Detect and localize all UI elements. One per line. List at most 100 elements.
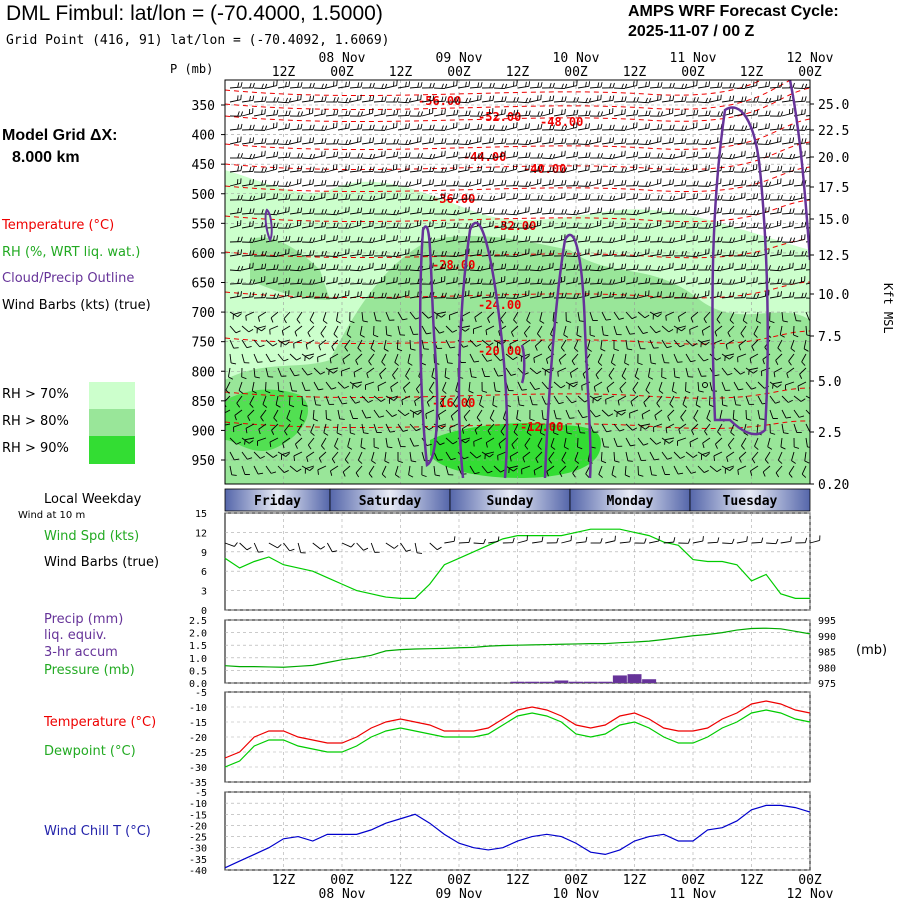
wind-barb-shaft	[637, 143, 650, 146]
wind-barb-shaft	[637, 85, 649, 89]
wind-barb	[277, 152, 291, 159]
wind-barb-flag	[396, 193, 399, 199]
wind-barb-flag	[775, 472, 780, 478]
wind-barb	[517, 139, 532, 146]
wind-barb-shaft	[560, 339, 567, 348]
wind-barb-shaft	[474, 423, 483, 431]
wind-barb	[349, 136, 362, 145]
wind-barb	[769, 94, 782, 103]
wind-barb-flag	[681, 109, 683, 115]
wind-barb-flag	[432, 82, 435, 88]
wind-barb-flag	[408, 277, 411, 283]
wind-barb-shaft	[397, 169, 409, 173]
wind-barb-flag	[633, 251, 636, 257]
wind-barb	[629, 409, 639, 419]
wind-barb-flag	[669, 179, 671, 185]
wind-barb-shaft	[529, 141, 541, 145]
wind-barb-shaft	[335, 311, 339, 321]
wind-barb-shaft	[229, 465, 233, 475]
wind-barb	[661, 208, 675, 215]
wind-barb	[757, 110, 771, 117]
wind-barb-flag	[587, 348, 592, 352]
legend-rh90-label: RH > 90%	[2, 441, 69, 456]
wind-barb-flag	[768, 81, 771, 87]
wind-barb	[734, 209, 747, 215]
wind-barb-flag	[768, 277, 771, 283]
wind-barb	[781, 237, 796, 243]
wind-barb	[229, 278, 243, 285]
wind-barb-flag	[288, 164, 290, 170]
wind-barb-flag	[349, 320, 355, 324]
wind-barb-flag	[667, 457, 673, 460]
wind-barb	[469, 465, 480, 475]
wind-barb-flag	[657, 265, 660, 271]
wind-barb-flag	[817, 264, 818, 269]
wind-barb	[397, 223, 412, 229]
model-grid-label: Model Grid ΔX:	[2, 127, 118, 144]
wind-barb	[509, 451, 519, 462]
wind-barb-shaft	[260, 409, 267, 418]
wind-barb	[294, 325, 303, 337]
wind-barb-shaft	[613, 325, 618, 335]
wind-barb-shaft	[409, 253, 421, 257]
wind-barb-flag	[360, 236, 363, 242]
wind-barb-flag	[420, 82, 423, 88]
wind-barb-flag	[776, 384, 782, 388]
wind-barb-flag	[729, 179, 731, 185]
wind-barb-flag	[621, 222, 624, 228]
wind-barb-flag	[705, 236, 708, 242]
wind-barb-flag	[540, 291, 542, 297]
wind-barb-flag	[501, 263, 503, 270]
wind-barb	[481, 353, 493, 362]
wind-barb	[445, 293, 460, 299]
wind-barb-flag	[660, 165, 663, 171]
wind-barb-flag	[624, 138, 627, 144]
wind-barb-flag	[801, 209, 804, 215]
wind-barb	[325, 264, 339, 271]
wind-barb	[601, 195, 616, 202]
wind-barb	[529, 194, 543, 201]
cloud-outline-3	[543, 233, 592, 479]
wind-barb-flag	[276, 109, 279, 115]
wind-barb-shaft	[601, 423, 607, 433]
wind-barb-flag	[549, 221, 551, 227]
wind-barb-shaft	[647, 367, 651, 377]
wind-barb-shaft	[229, 141, 241, 145]
wind-barb	[368, 465, 375, 478]
wind-barb	[492, 395, 498, 408]
wind-barb	[281, 325, 291, 336]
wind-barb	[529, 82, 543, 89]
legend-wind-barbs-true: Wind Barbs (true)	[44, 555, 160, 570]
wind-barb-flag	[516, 180, 519, 186]
wind-barb	[361, 279, 376, 285]
wind-barb-flag	[369, 279, 372, 285]
wind-barb-flag	[393, 264, 396, 270]
wind-barb-flag	[372, 208, 375, 214]
wind-barb	[653, 423, 663, 433]
wind-barb-shaft	[317, 353, 327, 358]
wind-barb-flag	[588, 164, 590, 170]
wind-barb-shaft	[589, 170, 601, 173]
wind-barb-flag	[429, 153, 432, 159]
wind-barb-shaft	[625, 226, 638, 229]
wind-barb-shaft	[517, 101, 530, 104]
wind-barb	[661, 82, 675, 89]
wind-barb-shaft	[275, 395, 279, 405]
wind-barb-flag	[636, 276, 638, 282]
wind-barb-shaft	[801, 465, 807, 475]
wind-barb-shaft	[408, 465, 411, 475]
wind-barb-flag	[552, 208, 555, 214]
wind-barb-shaft	[714, 325, 723, 333]
wind-barb-shaft	[289, 381, 293, 391]
wind-barb	[661, 166, 675, 173]
wind-barb	[349, 381, 362, 388]
wind-barb-shaft	[649, 170, 661, 173]
wind-barb	[253, 83, 268, 90]
wind-barb-flag	[297, 111, 300, 117]
wind-barb	[421, 166, 435, 173]
wind-barb-flag	[403, 387, 406, 393]
wind-barb	[757, 139, 772, 146]
wind-barb	[721, 237, 736, 243]
wind-barb	[229, 325, 241, 334]
wind-barb	[625, 251, 640, 258]
